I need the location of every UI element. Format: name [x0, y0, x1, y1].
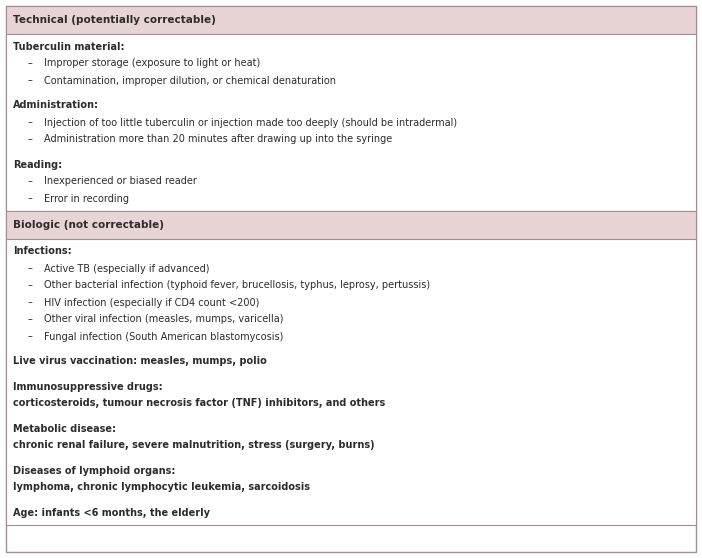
Text: Other bacterial infection (typhoid fever, brucellosis, typhus, leprosy, pertussi: Other bacterial infection (typhoid fever…	[44, 281, 430, 291]
Text: –: –	[28, 59, 33, 69]
Text: Tuberculin material:: Tuberculin material:	[13, 41, 124, 51]
Text: –: –	[28, 331, 33, 341]
Text: Technical (potentially correctable): Technical (potentially correctable)	[13, 15, 216, 25]
Text: –: –	[28, 75, 33, 85]
Text: Improper storage (exposure to light or heat): Improper storage (exposure to light or h…	[44, 59, 260, 69]
Text: Error in recording: Error in recording	[44, 194, 129, 204]
Text: –: –	[28, 263, 33, 273]
Text: Biologic (not correctable): Biologic (not correctable)	[13, 220, 164, 230]
Text: –: –	[28, 118, 33, 127]
Text: Live virus vaccination: measles, mumps, polio: Live virus vaccination: measles, mumps, …	[13, 357, 267, 367]
Text: Active TB (especially if advanced): Active TB (especially if advanced)	[44, 263, 209, 273]
Text: Immunosuppressive drugs:: Immunosuppressive drugs:	[13, 382, 163, 392]
Text: lymphoma, chronic lymphocytic leukemia, sarcoidosis: lymphoma, chronic lymphocytic leukemia, …	[13, 483, 310, 493]
Bar	[6, 34, 696, 211]
Text: –: –	[28, 297, 33, 307]
Text: Contamination, improper dilution, or chemical denaturation: Contamination, improper dilution, or che…	[44, 75, 336, 85]
Text: Diseases of lymphoid organs:: Diseases of lymphoid organs:	[13, 465, 176, 475]
Bar	[6, 211, 696, 239]
Text: Administration more than 20 minutes after drawing up into the syringe: Administration more than 20 minutes afte…	[44, 134, 392, 145]
Text: Infections:: Infections:	[13, 247, 72, 257]
Text: Administration:: Administration:	[13, 100, 99, 110]
Text: HIV infection (especially if CD4 count <200): HIV infection (especially if CD4 count <…	[44, 297, 259, 307]
Text: corticosteroids, tumour necrosis factor (TNF) inhibitors, and others: corticosteroids, tumour necrosis factor …	[13, 398, 385, 408]
Text: Inexperienced or biased reader: Inexperienced or biased reader	[44, 176, 197, 186]
Text: –: –	[28, 281, 33, 291]
Bar	[6, 6, 696, 34]
Text: Metabolic disease:: Metabolic disease:	[13, 424, 116, 434]
Text: Other viral infection (measles, mumps, varicella): Other viral infection (measles, mumps, v…	[44, 315, 284, 325]
Text: Fungal infection (South American blastomycosis): Fungal infection (South American blastom…	[44, 331, 284, 341]
Text: –: –	[28, 134, 33, 145]
Text: Reading:: Reading:	[13, 160, 62, 170]
Text: Age: infants <6 months, the elderly: Age: infants <6 months, the elderly	[13, 507, 210, 517]
Text: –: –	[28, 315, 33, 325]
Bar	[6, 239, 696, 525]
Text: chronic renal failure, severe malnutrition, stress (surgery, burns): chronic renal failure, severe malnutriti…	[13, 440, 375, 450]
Text: –: –	[28, 176, 33, 186]
Text: Injection of too little tuberculin or injection made too deeply (should be intra: Injection of too little tuberculin or in…	[44, 118, 457, 127]
Text: –: –	[28, 194, 33, 204]
